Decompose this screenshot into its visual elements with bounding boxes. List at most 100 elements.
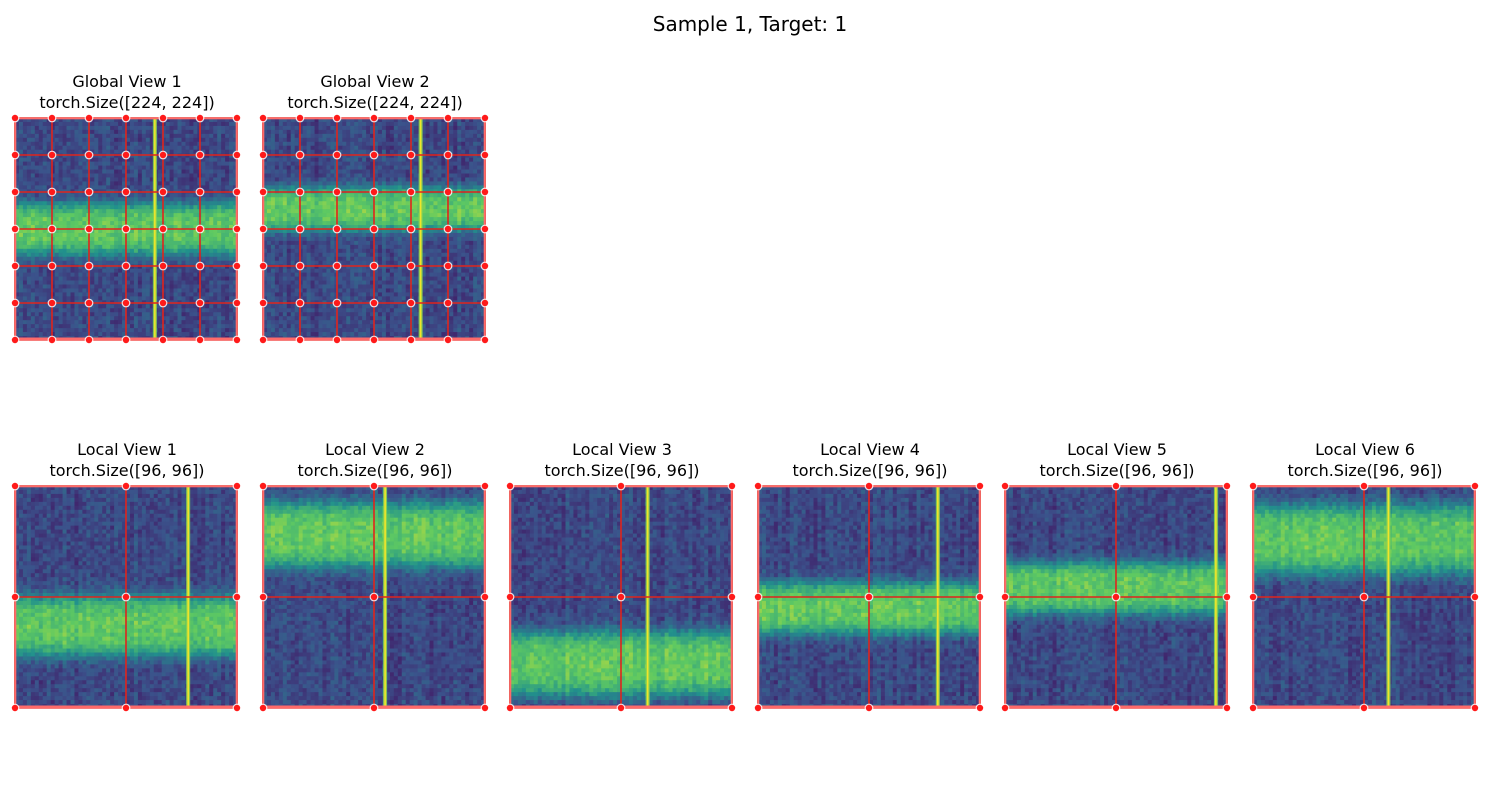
grid-point [444, 336, 452, 344]
grid-point [1360, 482, 1368, 490]
grid-point [1223, 593, 1231, 601]
grid-point [11, 704, 19, 712]
heatmap-plot [10, 481, 242, 713]
grid-point [48, 114, 56, 122]
grid-point [259, 151, 267, 159]
heatmap-plot [505, 481, 737, 713]
grid-point [296, 336, 304, 344]
grid-point [617, 704, 625, 712]
grid-point [122, 188, 130, 196]
grid-point [11, 299, 19, 307]
panel-title-line1: Local View 5 [965, 440, 1269, 461]
grid-point [976, 482, 984, 490]
panel-title: Local View 1 torch.Size([96, 96]) [0, 440, 279, 481]
panel-title-line1: Global View 2 [223, 72, 527, 93]
panel-title-line2: torch.Size([96, 96]) [0, 461, 279, 482]
grid-point [370, 262, 378, 270]
grid-point [122, 299, 130, 307]
heatmap-plot [1248, 481, 1480, 713]
grid-point [159, 299, 167, 307]
grid-point [233, 225, 241, 233]
panel-title-line2: torch.Size([96, 96]) [965, 461, 1269, 482]
grid-point [976, 704, 984, 712]
grid-point [976, 593, 984, 601]
grid-point [122, 593, 130, 601]
grid-point [1001, 482, 1009, 490]
panel-title-line2: torch.Size([224, 224]) [0, 93, 279, 114]
heatmap-plot [1000, 481, 1232, 713]
grid-point [444, 262, 452, 270]
grid-point [259, 225, 267, 233]
grid-point [159, 114, 167, 122]
grid-point [333, 225, 341, 233]
grid-point [85, 299, 93, 307]
grid-point [48, 299, 56, 307]
grid-point [1471, 593, 1479, 601]
grid-point [296, 151, 304, 159]
grid-point [370, 188, 378, 196]
grid-point [85, 336, 93, 344]
grid-point [1223, 704, 1231, 712]
panel-title: Local View 2 torch.Size([96, 96]) [223, 440, 527, 481]
panel-title-line1: Local View 3 [470, 440, 774, 461]
grid-point [122, 262, 130, 270]
grid-point [11, 114, 19, 122]
panel-title: Global View 2 torch.Size([224, 224]) [223, 72, 527, 113]
panel-title-line2: torch.Size([224, 224]) [223, 93, 527, 114]
grid-point [159, 262, 167, 270]
grid-point [481, 262, 489, 270]
panel-title-line2: torch.Size([96, 96]) [1213, 461, 1500, 482]
grid-point [48, 188, 56, 196]
panel-title-line1: Local View 2 [223, 440, 527, 461]
panel-title-line2: torch.Size([96, 96]) [223, 461, 527, 482]
grid-point [754, 704, 762, 712]
grid-point [1249, 704, 1257, 712]
grid-point [481, 299, 489, 307]
grid-point [617, 593, 625, 601]
grid-point [444, 188, 452, 196]
grid-point [728, 482, 736, 490]
grid-point [259, 188, 267, 196]
grid-point [11, 262, 19, 270]
grid-point [506, 704, 514, 712]
grid-point [233, 262, 241, 270]
grid-point [407, 262, 415, 270]
panel-title: Global View 1 torch.Size([224, 224]) [0, 72, 279, 113]
grid-point [481, 704, 489, 712]
grid-point [617, 482, 625, 490]
heatmap-cells [1005, 486, 1228, 709]
grid-point [333, 262, 341, 270]
grid-point [1471, 704, 1479, 712]
grid-point [370, 151, 378, 159]
grid-point [481, 225, 489, 233]
grid-point [370, 299, 378, 307]
panel-title-line1: Local View 4 [718, 440, 1022, 461]
grid-point [159, 336, 167, 344]
grid-point [1249, 482, 1257, 490]
panel-title-line1: Local View 6 [1213, 440, 1500, 461]
grid-point [444, 299, 452, 307]
grid-point [259, 114, 267, 122]
grid-point [233, 704, 241, 712]
grid-point [11, 151, 19, 159]
grid-point [481, 151, 489, 159]
grid-point [48, 336, 56, 344]
grid-point [481, 336, 489, 344]
grid-point [233, 151, 241, 159]
grid-point [444, 114, 452, 122]
grid-point [159, 188, 167, 196]
grid-point [370, 482, 378, 490]
grid-point [370, 114, 378, 122]
grid-point [481, 188, 489, 196]
grid-point [481, 482, 489, 490]
panel-title: Local View 3 torch.Size([96, 96]) [470, 440, 774, 481]
grid-point [296, 114, 304, 122]
grid-point [85, 262, 93, 270]
grid-point [333, 188, 341, 196]
grid-point [728, 593, 736, 601]
panel-title: Local View 5 torch.Size([96, 96]) [965, 440, 1269, 481]
grid-point [11, 336, 19, 344]
grid-point [233, 593, 241, 601]
grid-point [233, 188, 241, 196]
grid-point [122, 225, 130, 233]
